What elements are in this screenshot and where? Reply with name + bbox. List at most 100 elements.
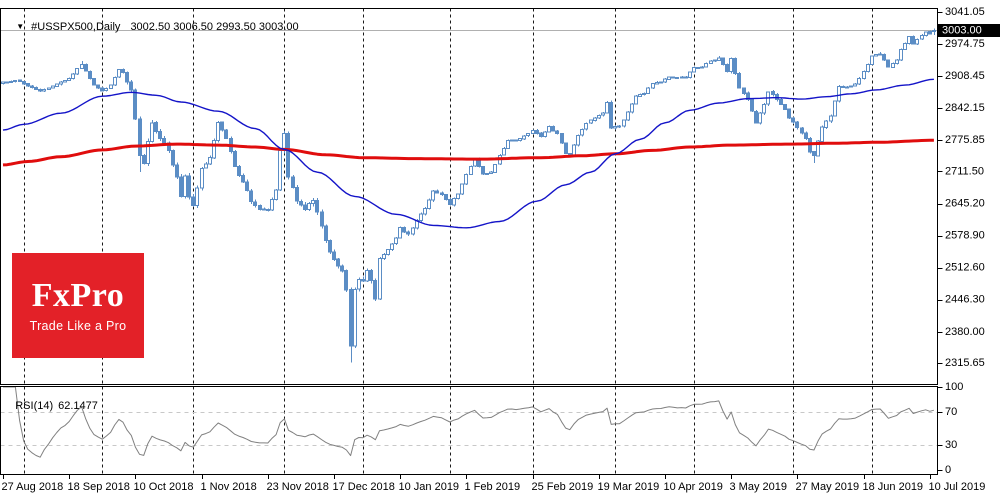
candle-body [382, 253, 386, 260]
candle-body [30, 85, 34, 89]
candle [444, 193, 448, 201]
price-tick-label: 2645.20 [945, 197, 985, 209]
candle [481, 165, 485, 176]
rsi-pane-border[interactable] [0, 386, 938, 475]
candle [9, 80, 13, 83]
candle-body [365, 269, 369, 282]
price-tick-label: 2578.90 [945, 230, 985, 242]
candle-body [96, 84, 100, 89]
candle [543, 131, 547, 138]
candle [84, 63, 88, 72]
grid [24, 8, 873, 475]
candle-body [771, 91, 775, 96]
chart-header: ▼ #USSPX500,Daily 3002.50 3006.50 2993.50 … [4, 9, 298, 45]
candle-body [67, 77, 71, 82]
time-tick-label: 18 Sep 2018 [68, 481, 130, 493]
candle-body [911, 36, 915, 45]
candle [485, 172, 489, 175]
candle-body [886, 59, 890, 68]
candle-body [489, 171, 493, 175]
candle-body [692, 67, 696, 73]
candle [522, 135, 526, 140]
candle [419, 212, 423, 222]
candle [754, 110, 758, 124]
candle [646, 86, 650, 94]
candle [175, 162, 179, 180]
candle [278, 148, 282, 191]
candle-body [630, 103, 634, 113]
symbol-dropdown-icon[interactable]: ▼ [16, 22, 25, 31]
candle-body [874, 53, 878, 57]
candle-body [804, 132, 808, 139]
candle-body [100, 87, 104, 92]
candle-body [928, 31, 932, 35]
candle [452, 197, 456, 207]
candle-body [55, 83, 59, 87]
candle [262, 207, 266, 211]
candle [295, 185, 299, 204]
candle [709, 59, 713, 65]
main-pane-border[interactable] [0, 8, 938, 385]
candle [547, 125, 551, 133]
candle [514, 139, 518, 142]
candle [502, 147, 506, 156]
candle [659, 81, 663, 84]
candle-body [522, 135, 526, 140]
candle [688, 71, 692, 79]
candle [721, 57, 725, 66]
candle [597, 114, 601, 119]
candle-body [373, 279, 377, 300]
candle [626, 111, 630, 122]
candle-body [506, 139, 510, 149]
time-tick-label: 27 May 2019 [796, 481, 860, 493]
candle [717, 56, 721, 62]
candle [737, 71, 741, 89]
candle-body [870, 55, 874, 65]
candle-body [75, 68, 79, 75]
candle [684, 76, 688, 79]
price-tick-label: 2446.30 [945, 294, 985, 306]
candle-body [899, 48, 903, 61]
candle [187, 173, 191, 200]
candle [146, 138, 150, 166]
candle-body [353, 288, 357, 347]
rsi-indicator-value: 62.1477 [58, 400, 98, 412]
candle [671, 76, 675, 79]
candle-body [659, 81, 663, 84]
rsi-scale-label: 100 [945, 381, 963, 393]
candle [150, 119, 154, 143]
candle [245, 179, 249, 192]
candle-body [680, 76, 684, 79]
candle [696, 66, 700, 69]
candle [30, 84, 34, 89]
time-tick-label: 27 Aug 2018 [2, 481, 64, 493]
candle [903, 42, 907, 51]
candle-body [638, 94, 642, 97]
price-axis[interactable]: 3041.05 2974.75 2908.45 2842.15 2775.85 2711.… [938, 6, 1000, 476]
candle-body [88, 70, 92, 80]
candle-body [667, 76, 671, 80]
fxpro-logo-tagline: Trade Like a Pro [29, 318, 127, 333]
candle-body [531, 130, 535, 134]
candle-body [915, 38, 919, 45]
candle-body [704, 63, 708, 68]
candle [22, 81, 26, 85]
candle-body [51, 85, 55, 89]
candle-body [84, 63, 88, 72]
candle [440, 191, 444, 197]
candle-body [113, 76, 117, 86]
candle [460, 183, 464, 195]
candle [617, 125, 621, 129]
time-tick-label: 1 Feb 2019 [465, 481, 521, 493]
candle [539, 132, 543, 138]
candle [171, 149, 175, 168]
candle-body [597, 114, 601, 119]
time-axis[interactable]: 27 Aug 2018 18 Sep 2018 10 Oct 2018 1 Nov 2… [2, 474, 986, 494]
candle [55, 83, 59, 87]
candle [216, 121, 220, 143]
candle [560, 133, 564, 145]
time-tick-label: 10 Jan 2019 [399, 481, 460, 493]
candle-body [63, 80, 67, 83]
candle [899, 48, 903, 61]
